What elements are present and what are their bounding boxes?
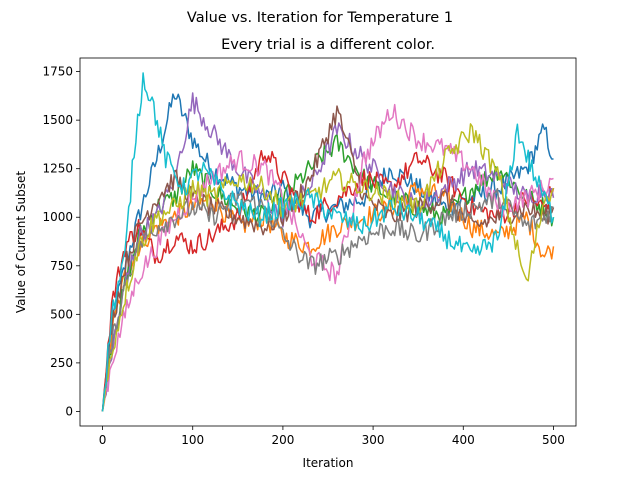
x-tick-label: 500 <box>542 433 565 447</box>
y-tick-label: 1000 <box>42 210 73 224</box>
x-tick-label: 400 <box>452 433 475 447</box>
x-axis-label: Iteration <box>303 456 354 470</box>
y-tick-label: 1500 <box>42 113 73 127</box>
y-tick-label: 1250 <box>42 162 73 176</box>
series-line-9 <box>101 123 555 412</box>
series-line-1 <box>101 93 554 412</box>
x-tick-label: 100 <box>181 433 204 447</box>
chart-subtitle: Every trial is a different color. <box>221 37 435 53</box>
plot-frame <box>79 57 577 427</box>
series-line-6 <box>101 105 555 412</box>
x-tick-label: 200 <box>271 433 294 447</box>
x-tick-label: 0 <box>99 433 107 447</box>
series-line-3 <box>101 133 555 412</box>
series-line-8 <box>101 187 554 412</box>
y-tick-label: 1750 <box>42 65 73 79</box>
y-axis-label: Value of Current Subset <box>14 171 28 314</box>
series-layer <box>101 72 555 412</box>
y-tick-label: 250 <box>50 356 73 370</box>
series-line-7 <box>101 103 554 412</box>
y-tick-label: 500 <box>50 307 73 321</box>
x-tick-label: 300 <box>362 433 385 447</box>
chart-title: Value vs. Iteration for Temperature 1 <box>187 10 453 26</box>
y-tick-label: 750 <box>50 259 73 273</box>
y-tick-label: 0 <box>65 404 73 418</box>
y-axis: 0 250 500 750 1000 1250 1500 1750 <box>42 65 80 418</box>
series-line-10 <box>101 72 555 412</box>
x-axis: 0 100 200 300 400 500 <box>99 426 565 447</box>
plot-area <box>79 57 577 427</box>
